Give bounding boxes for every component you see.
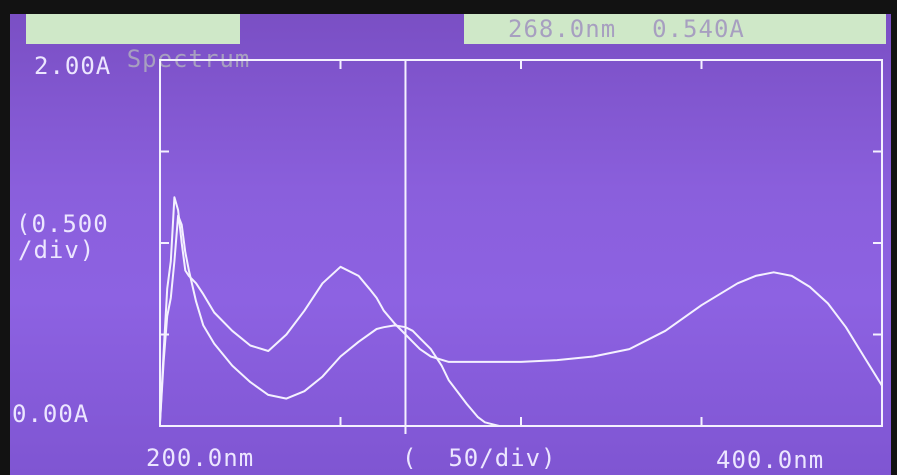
- spectrum-trace-2: [159, 196, 883, 423]
- cursor-absorbance: 0.540A: [652, 15, 745, 43]
- x-div-label: ( 50/div): [402, 444, 557, 472]
- y-div-label-line1: (0.500: [16, 210, 109, 238]
- plot-frame: [159, 59, 883, 427]
- y-min-label: 0.00A: [12, 400, 90, 428]
- lcd-screen: Spectrum 268.0nm 0.540A 2.00A (0.500 /di…: [10, 14, 891, 475]
- x-min-label: 200.0nm: [146, 444, 255, 472]
- cursor-readout: 268.0nm 0.540A: [464, 14, 886, 44]
- y-max-label: 2.00A: [34, 52, 112, 80]
- cursor-wavelength: 268.0nm: [508, 15, 617, 43]
- spectrum-trace-1: [159, 214, 521, 427]
- spectrum-plot: [159, 59, 883, 434]
- x-max-label: 400.0nm: [716, 446, 825, 474]
- y-div-label-line2: /div): [18, 236, 96, 264]
